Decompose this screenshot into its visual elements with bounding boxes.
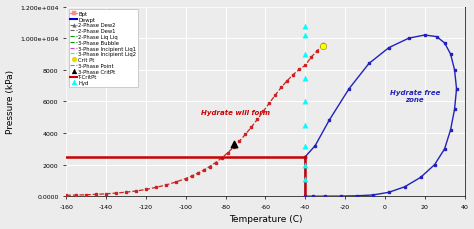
Text: Hydrate will form: Hydrate will form	[201, 109, 270, 116]
Point	[301, 177, 309, 181]
Point	[301, 144, 309, 148]
Point	[301, 163, 309, 167]
Point	[319, 45, 327, 49]
Point	[301, 34, 309, 38]
Point	[301, 100, 309, 104]
Text: Hydrate free
zone: Hydrate free zone	[390, 90, 440, 103]
Point	[301, 53, 309, 57]
Legend: Bpt, Dewpt, 2-Phase Dew2, 2-Phase Dew1, 2-Phase Liq Liq, 3-Phase Bubble, 3-Phase: Bpt, Dewpt, 2-Phase Dew2, 2-Phase Dew1, …	[69, 10, 138, 87]
Point	[301, 124, 309, 127]
Point	[301, 76, 309, 80]
Point	[301, 25, 309, 28]
Y-axis label: Pressure (kPa): Pressure (kPa)	[6, 70, 15, 134]
X-axis label: Temperature (C): Temperature (C)	[228, 215, 302, 224]
Point	[230, 143, 237, 146]
